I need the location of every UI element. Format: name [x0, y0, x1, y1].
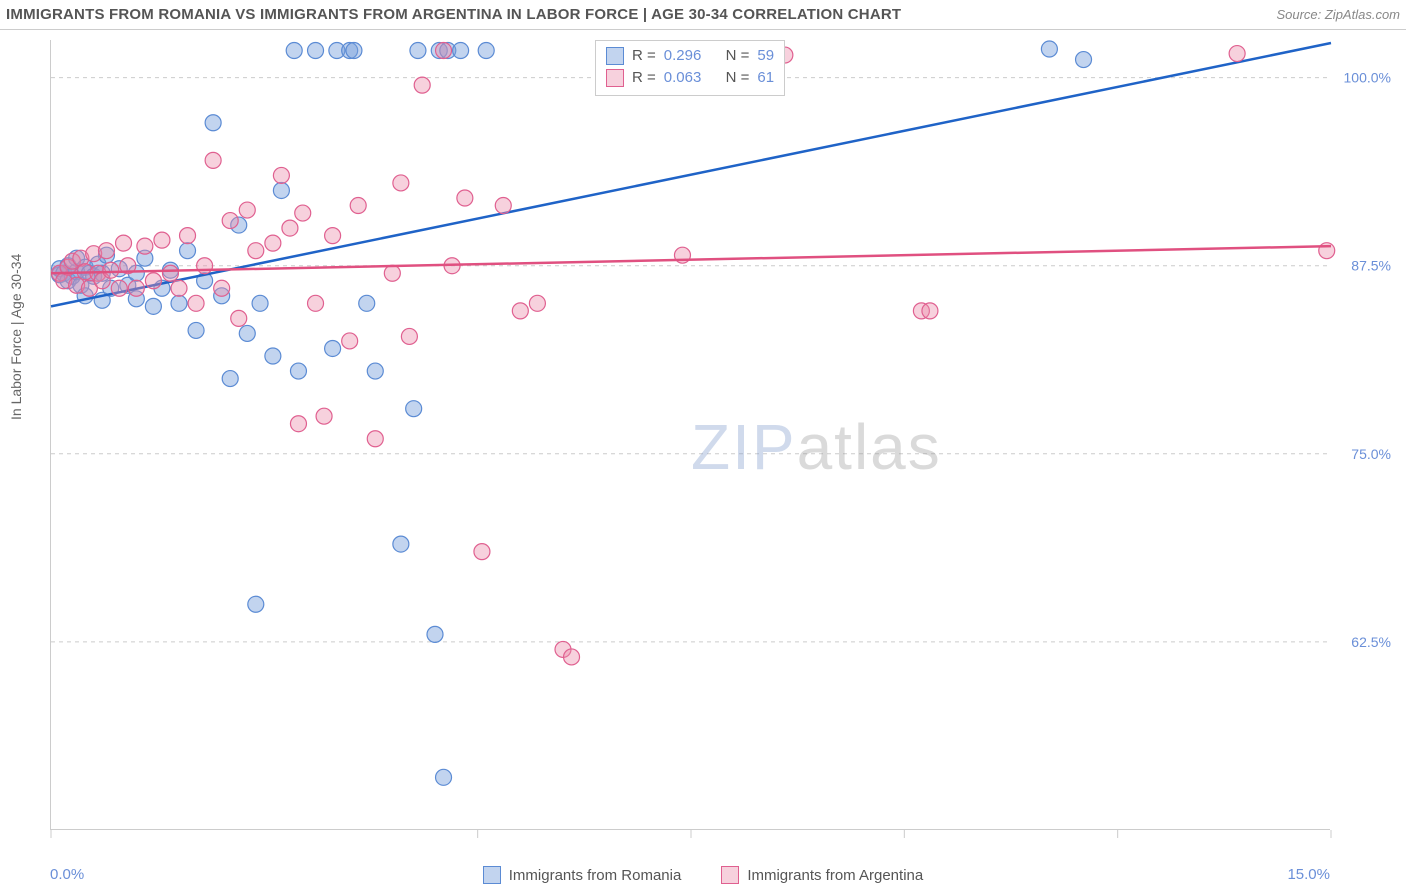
svg-text:87.5%: 87.5%: [1351, 258, 1391, 274]
x-min-label: 0.0%: [50, 866, 84, 883]
chart-title: IMMIGRANTS FROM ROMANIA VS IMMIGRANTS FR…: [6, 6, 901, 23]
legend-stats-row: R = 0.063 N = 61: [606, 67, 774, 89]
swatch-argentina-icon: [721, 866, 739, 884]
r-value-romania: 0.296: [664, 45, 702, 67]
n-label: N =: [726, 67, 750, 89]
swatch-romania-icon: [483, 866, 501, 884]
swatch-romania: [606, 47, 624, 65]
legend-stats-row: R = 0.296 N = 59: [606, 45, 774, 67]
y-axis-label: In Labor Force | Age 30-34: [8, 254, 24, 420]
legend-item-romania: Immigrants from Romania: [483, 866, 682, 884]
svg-text:75.0%: 75.0%: [1351, 446, 1391, 462]
source-label: Source: ZipAtlas.com: [1276, 7, 1400, 22]
r-label: R =: [632, 67, 656, 89]
n-label: N =: [726, 45, 750, 67]
svg-text:100.0%: 100.0%: [1344, 70, 1391, 86]
legend-item-argentina: Immigrants from Argentina: [721, 866, 923, 884]
swatch-argentina: [606, 69, 624, 87]
legend-label-romania: Immigrants from Romania: [509, 867, 682, 884]
plot-area: 62.5%75.0%87.5%100.0% ZIPatlas: [50, 40, 1330, 830]
r-value-argentina: 0.063: [664, 67, 702, 89]
title-bar: IMMIGRANTS FROM ROMANIA VS IMMIGRANTS FR…: [0, 0, 1406, 30]
legend-bottom: 0.0% Immigrants from Romania Immigrants …: [0, 866, 1406, 884]
r-label: R =: [632, 45, 656, 67]
n-value-argentina: 61: [757, 67, 774, 89]
legend-label-argentina: Immigrants from Argentina: [747, 867, 923, 884]
chart-svg: 62.5%75.0%87.5%100.0%: [51, 40, 1330, 829]
svg-text:62.5%: 62.5%: [1351, 634, 1391, 650]
x-max-label: 15.0%: [1287, 866, 1330, 883]
n-value-romania: 59: [757, 45, 774, 67]
legend-stats-box: R = 0.296 N = 59 R = 0.063 N = 61: [595, 40, 785, 96]
